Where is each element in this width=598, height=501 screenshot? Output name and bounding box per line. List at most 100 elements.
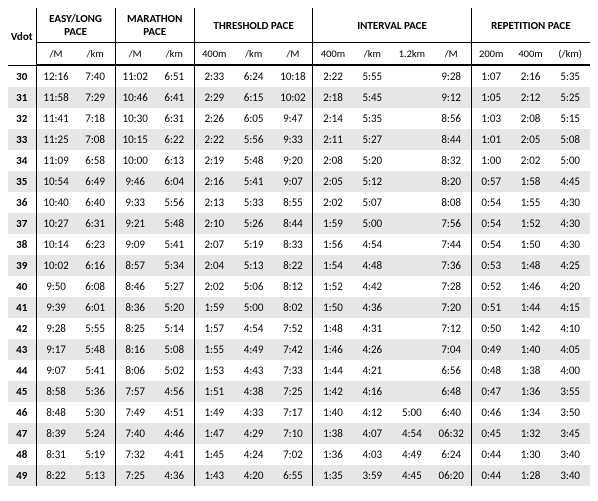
rep-400: 1:42 xyxy=(511,318,551,339)
thr-km: 6:05 xyxy=(234,108,274,129)
int-km: 5:20 xyxy=(353,150,393,171)
rep-km: 4:30 xyxy=(550,213,590,234)
group-interval: INTERVAL PACE xyxy=(313,8,471,43)
rep-200: 0:53 xyxy=(471,255,511,276)
int-400: 2:05 xyxy=(313,171,353,192)
int-km: 5:12 xyxy=(353,171,393,192)
int-12k xyxy=(392,213,432,234)
vdot-cell: 36 xyxy=(8,192,36,213)
sub-int-400: 400m xyxy=(313,43,353,66)
vdot-cell: 47 xyxy=(8,423,36,444)
mar-mile: 7:25 xyxy=(115,465,155,486)
group-marathon: MARATHON PACE xyxy=(115,8,194,43)
int-km: 3:59 xyxy=(353,465,393,486)
int-400: 1:38 xyxy=(313,423,353,444)
int-400: 2:14 xyxy=(313,108,353,129)
thr-km: 5:41 xyxy=(234,171,274,192)
rep-200: 1:03 xyxy=(471,108,511,129)
int-mile: 7:44 xyxy=(432,234,472,255)
thr-mile: 7:52 xyxy=(273,318,313,339)
int-400: 1:36 xyxy=(313,444,353,465)
int-400: 2:02 xyxy=(313,192,353,213)
thr-mile: 7:33 xyxy=(273,360,313,381)
int-400: 2:11 xyxy=(313,129,353,150)
easy-mile: 9:39 xyxy=(36,297,76,318)
table-row: 439:175:488:165:081:554:497:421:464:267:… xyxy=(8,339,590,360)
int-12k: 5:00 xyxy=(392,402,432,423)
int-mile: 6:40 xyxy=(432,402,472,423)
thr-mile: 9:47 xyxy=(273,108,313,129)
mar-mile: 7:57 xyxy=(115,381,155,402)
thr-mile: 8:55 xyxy=(273,192,313,213)
int-mile: 7:28 xyxy=(432,276,472,297)
easy-mile: 8:22 xyxy=(36,465,76,486)
mar-mile: 10:46 xyxy=(115,87,155,108)
int-mile: 8:20 xyxy=(432,171,472,192)
thr-mile: 8:44 xyxy=(273,213,313,234)
rep-400: 1:40 xyxy=(511,339,551,360)
thr-mile: 7:17 xyxy=(273,402,313,423)
mar-mile: 10:00 xyxy=(115,150,155,171)
vdot-cell: 38 xyxy=(8,234,36,255)
rep-400: 1:30 xyxy=(511,444,551,465)
int-km: 5:55 xyxy=(353,65,393,87)
rep-400: 1:34 xyxy=(511,402,551,423)
mar-mile: 7:40 xyxy=(115,423,155,444)
thr-400: 2:04 xyxy=(194,255,234,276)
rep-400: 1:38 xyxy=(511,360,551,381)
mar-mile: 8:57 xyxy=(115,255,155,276)
rep-km: 3:55 xyxy=(550,381,590,402)
thr-mile: 8:22 xyxy=(273,255,313,276)
sub-header-row: /M /km /M /km 400m /km /M 400m /km 1.2km… xyxy=(8,43,590,66)
thr-mile: 9:20 xyxy=(273,150,313,171)
easy-km: 6:08 xyxy=(76,276,116,297)
vdot-cell: 35 xyxy=(8,171,36,192)
int-km: 5:27 xyxy=(353,129,393,150)
thr-400: 2:29 xyxy=(194,87,234,108)
rep-200: 1:00 xyxy=(471,150,511,171)
int-12k: 4:54 xyxy=(392,423,432,444)
int-km: 5:07 xyxy=(353,192,393,213)
int-400: 1:46 xyxy=(313,339,353,360)
thr-km: 4:29 xyxy=(234,423,274,444)
easy-mile: 11:58 xyxy=(36,87,76,108)
easy-km: 5:36 xyxy=(76,381,116,402)
thr-km: 5:48 xyxy=(234,150,274,171)
int-km: 5:45 xyxy=(353,87,393,108)
int-mile: 9:28 xyxy=(432,65,472,87)
mar-mile: 8:06 xyxy=(115,360,155,381)
easy-mile: 11:41 xyxy=(36,108,76,129)
thr-400: 2:13 xyxy=(194,192,234,213)
easy-km: 5:24 xyxy=(76,423,116,444)
thr-400: 2:10 xyxy=(194,213,234,234)
mar-km: 4:56 xyxy=(155,381,195,402)
mar-km: 5:14 xyxy=(155,318,195,339)
int-mile: 06:32 xyxy=(432,423,472,444)
int-400: 1:44 xyxy=(313,360,353,381)
int-12k xyxy=(392,297,432,318)
rep-200: 0:47 xyxy=(471,381,511,402)
easy-km: 5:48 xyxy=(76,339,116,360)
vdot-cell: 32 xyxy=(8,108,36,129)
thr-mile: 7:10 xyxy=(273,423,313,444)
int-12k xyxy=(392,381,432,402)
easy-mile: 9:17 xyxy=(36,339,76,360)
sub-easy-km: /km xyxy=(76,43,116,66)
thr-km: 4:54 xyxy=(234,318,274,339)
int-mile: 6:56 xyxy=(432,360,472,381)
rep-km: 4:00 xyxy=(550,360,590,381)
easy-mile: 8:31 xyxy=(36,444,76,465)
thr-mile: 7:02 xyxy=(273,444,313,465)
int-km: 5:35 xyxy=(353,108,393,129)
mar-mile: 10:15 xyxy=(115,129,155,150)
table-row: 3810:146:239:095:412:075:198:331:564:547… xyxy=(8,234,590,255)
int-12k xyxy=(392,339,432,360)
thr-km: 4:20 xyxy=(234,465,274,486)
thr-km: 6:24 xyxy=(234,65,274,87)
thr-400: 2:02 xyxy=(194,276,234,297)
mar-mile: 9:33 xyxy=(115,192,155,213)
mar-km: 4:36 xyxy=(155,465,195,486)
thr-400: 2:16 xyxy=(194,171,234,192)
thr-km: 6:15 xyxy=(234,87,274,108)
sub-rep-200: 200m xyxy=(471,43,511,66)
